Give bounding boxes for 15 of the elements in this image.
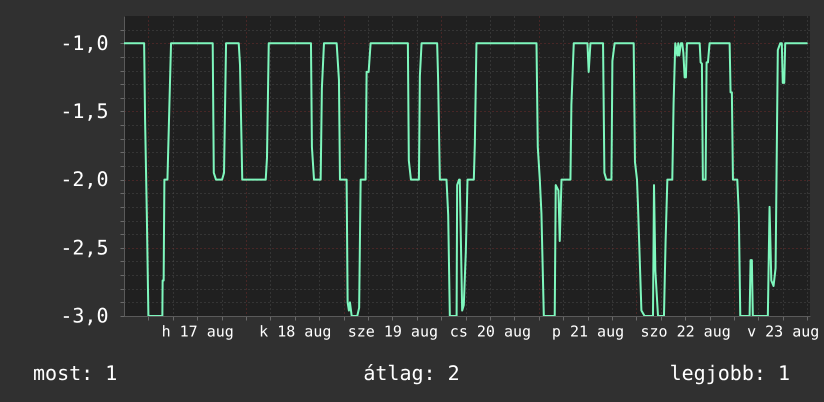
y-tick-label: -2,5 [60, 235, 108, 260]
x-tick-label: sze 19 aug [348, 322, 438, 340]
y-tick-label: -3,0 [60, 304, 108, 328]
text: legjobb: 1 [670, 361, 790, 385]
x-tick-label: p 21 aug [552, 322, 624, 340]
x-tick-label: szo 22 aug [640, 322, 731, 340]
x-tick-label: h 17 aug [162, 322, 234, 340]
x-tick-label: cs 20 aug [450, 322, 532, 340]
text: átlag: 2 [363, 361, 460, 385]
y-tick-label: -1,0 [60, 30, 108, 55]
text: most: 1 [33, 361, 118, 385]
y-tick-label: -2,0 [60, 167, 108, 192]
x-tick-label: k 18 aug [259, 322, 332, 340]
x-tick-label: v 23 aug [747, 322, 820, 340]
y-tick-label: -1,5 [60, 98, 108, 123]
